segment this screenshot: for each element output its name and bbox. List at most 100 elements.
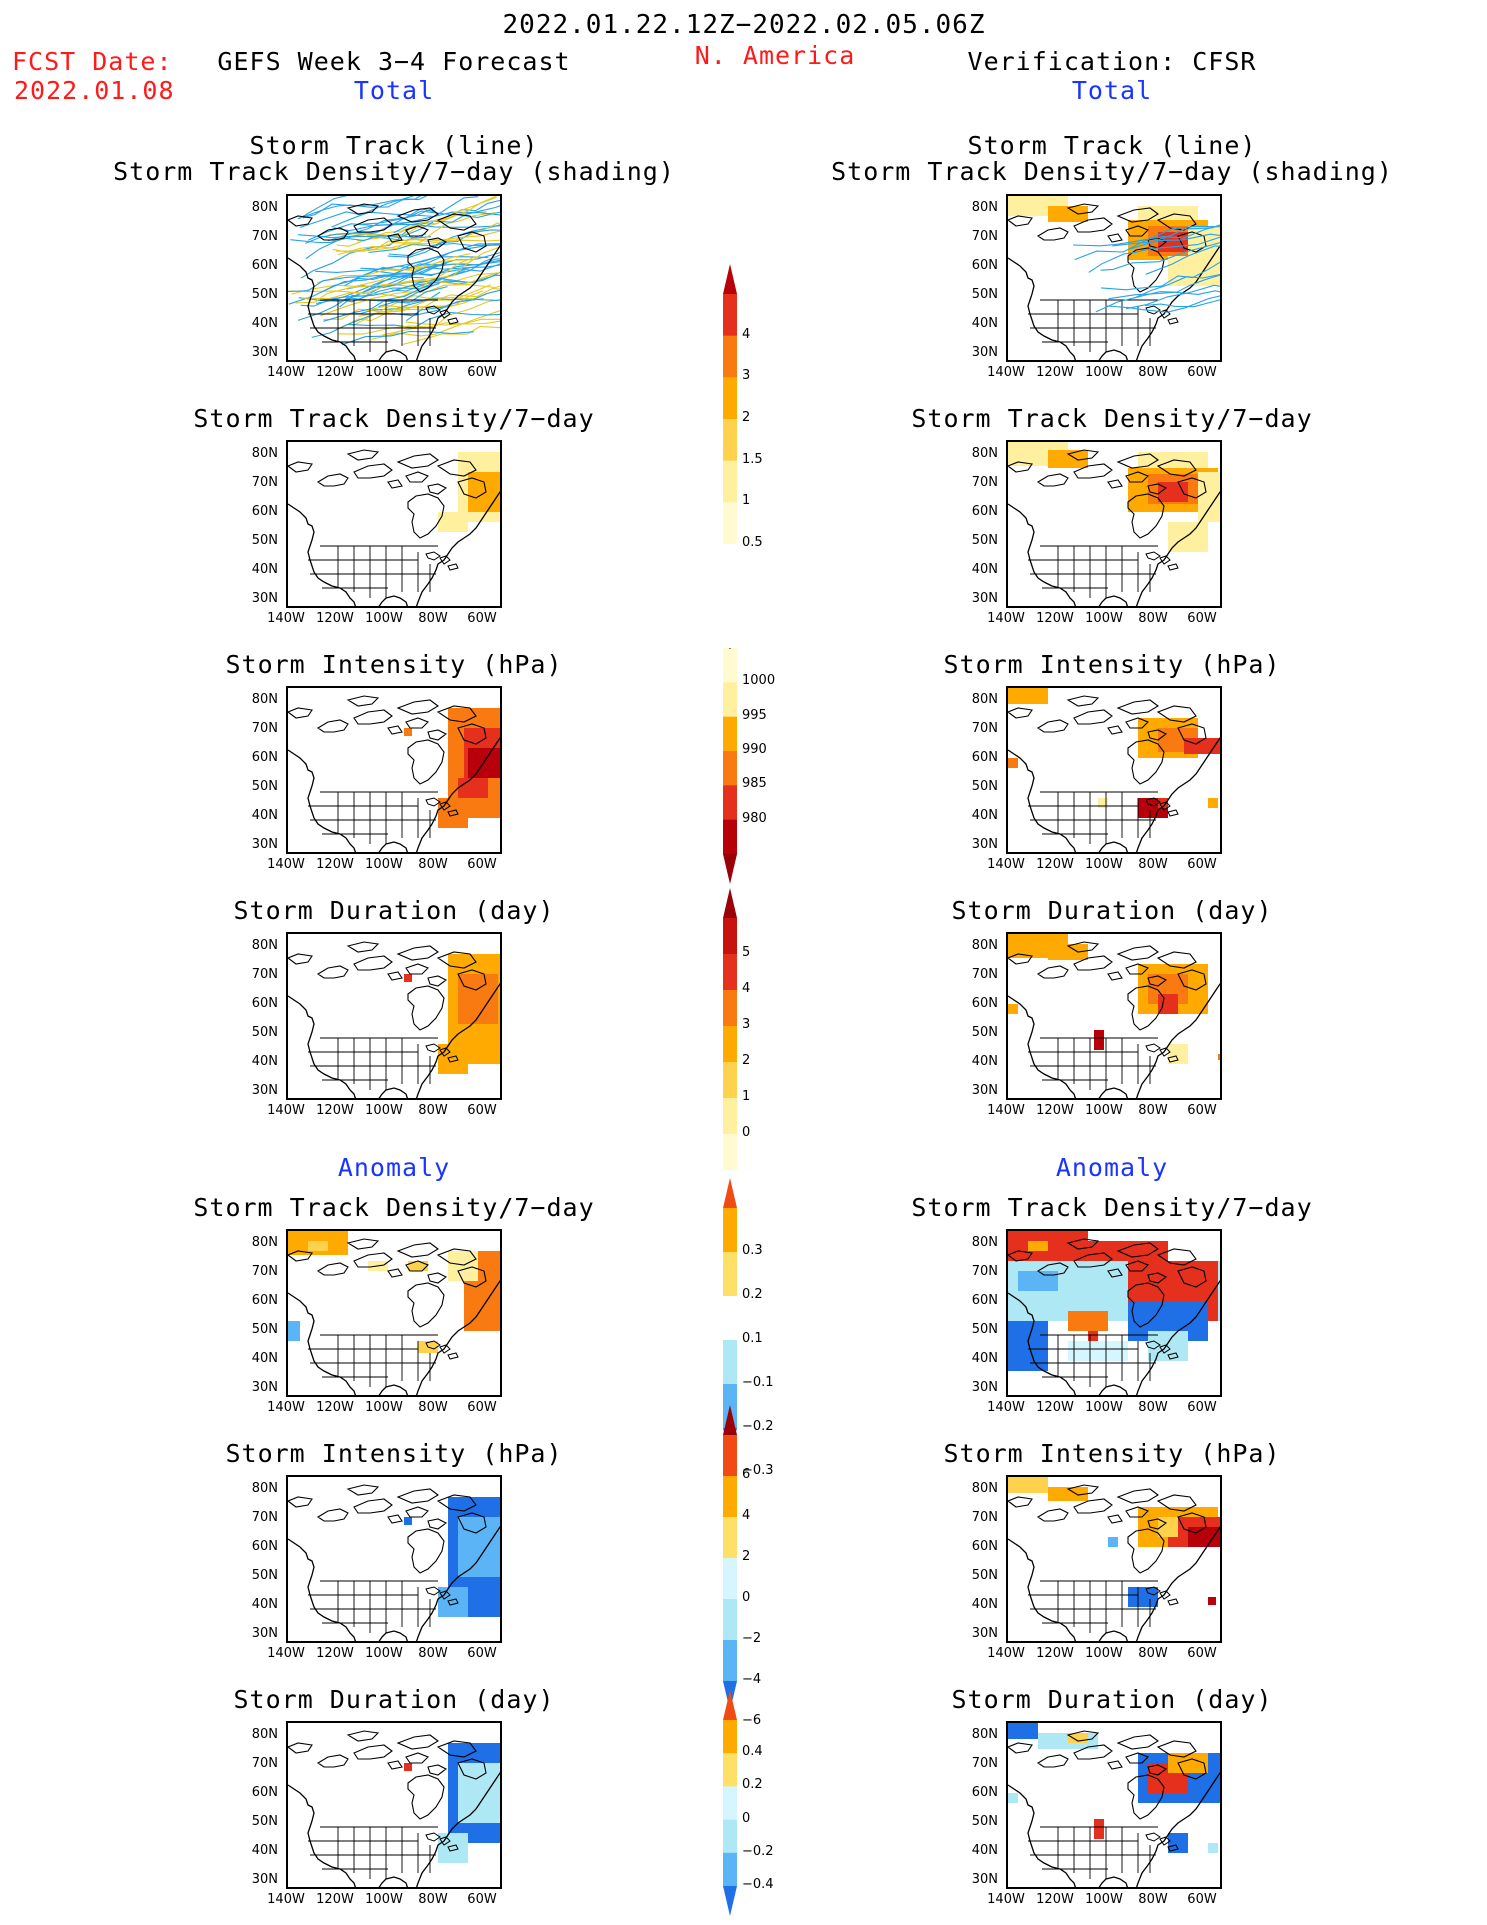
lon-label: 100W bbox=[1085, 857, 1123, 872]
lat-label: 50N bbox=[971, 1025, 998, 1040]
lat-label: 60N bbox=[251, 996, 278, 1011]
lat-label: 50N bbox=[971, 1322, 998, 1337]
lon-label: 120W bbox=[316, 1646, 354, 1661]
lat-label: 70N bbox=[971, 1756, 998, 1771]
lat-label: 30N bbox=[971, 1872, 998, 1887]
lon-label: 80W bbox=[418, 611, 448, 626]
fc-density-anom-map: 80N 70N 60N 50N 40N 30N 140W 120W 100W 80W 60W bbox=[242, 1229, 502, 1424]
lon-label: 80W bbox=[1138, 1103, 1168, 1118]
ver-duration-anom-title: Storm Duration (day) bbox=[951, 1685, 1273, 1714]
fcst-date-value: 2022.01.08 bbox=[14, 76, 175, 105]
lat-label: 70N bbox=[251, 967, 278, 982]
ver-intensity-map: 80N 70N 60N 50N 40N 30N 140W 120W 100W 80W 60W bbox=[962, 686, 1222, 881]
colorbar-label: −0.4 bbox=[742, 1877, 774, 1892]
lon-label: 60W bbox=[1187, 1400, 1217, 1415]
lat-label: 60N bbox=[251, 1293, 278, 1308]
lon-label: 140W bbox=[987, 1646, 1025, 1661]
lat-label: 70N bbox=[971, 1510, 998, 1525]
lon-label: 100W bbox=[1085, 1400, 1123, 1415]
colorbar-label: 0.5 bbox=[742, 535, 763, 550]
lat-label: 30N bbox=[251, 345, 278, 360]
ver-density-title: Storm Track Density/7−day bbox=[911, 404, 1313, 433]
lon-label: 100W bbox=[1085, 1103, 1123, 1118]
colorbar-label: 980 bbox=[742, 810, 767, 826]
lat-label: 50N bbox=[251, 1568, 278, 1583]
lon-label: 100W bbox=[1085, 365, 1123, 380]
fc-track-title: Storm Track (line) Storm Track Density/7−… bbox=[113, 131, 675, 186]
lon-label: 60W bbox=[467, 1646, 497, 1661]
lat-label: 60N bbox=[971, 1293, 998, 1308]
lon-label: 80W bbox=[1138, 857, 1168, 872]
fc-duration-anom-title: Storm Duration (day) bbox=[233, 1685, 555, 1714]
colorbar-label: −4 bbox=[742, 1672, 762, 1687]
fcst-date-label: FCST Date: bbox=[12, 47, 173, 76]
region-title: N. America bbox=[694, 41, 856, 70]
fc-intensity-map: 80N 70N 60N 50N 40N 30N 140W 120W 100W 80W 60W bbox=[242, 686, 502, 881]
ver-duration-map: 80N 70N 60N 50N 40N 30N 140W 120W 100W 80W 60W bbox=[962, 932, 1222, 1127]
fc-duration-title: Storm Duration (day) bbox=[233, 896, 555, 925]
lon-label: 80W bbox=[418, 1400, 448, 1415]
lat-label: 80N bbox=[971, 1235, 998, 1250]
lon-label: 80W bbox=[1138, 1892, 1168, 1907]
lat-label: 80N bbox=[251, 1727, 278, 1742]
lat-label: 30N bbox=[971, 837, 998, 852]
lat-label: 30N bbox=[251, 837, 278, 852]
lon-label: 140W bbox=[987, 857, 1025, 872]
lat-label: 50N bbox=[251, 1025, 278, 1040]
lat-label: 40N bbox=[251, 1054, 278, 1069]
colorbar-label: 985 bbox=[742, 776, 767, 792]
lon-label: 80W bbox=[1138, 365, 1168, 380]
colorbar-label: −0.2 bbox=[742, 1843, 774, 1859]
lat-label: 80N bbox=[251, 1481, 278, 1496]
lat-label: 80N bbox=[971, 1481, 998, 1496]
lon-label: 80W bbox=[418, 365, 448, 380]
lat-label: 70N bbox=[251, 229, 278, 244]
lon-label: 60W bbox=[467, 611, 497, 626]
fc-track-map: 80N 70N 60N 50N 40N 30N 140W 120W 100W 80W 60W bbox=[242, 194, 502, 389]
lon-label: 80W bbox=[1138, 1646, 1168, 1661]
forecast-anomaly-label: Anomaly bbox=[337, 1153, 451, 1182]
colorbar-label: 0.2 bbox=[742, 1777, 763, 1793]
lat-label: 60N bbox=[251, 1785, 278, 1800]
lat-label: 70N bbox=[971, 229, 998, 244]
colorbar-label: 6 bbox=[742, 1467, 751, 1482]
lon-label: 140W bbox=[987, 365, 1025, 380]
colorbar-label: 990 bbox=[742, 742, 767, 757]
colorbar-label: 5 bbox=[742, 945, 751, 960]
colorbar-label: 1000 bbox=[742, 673, 776, 689]
lon-label: 100W bbox=[365, 1400, 403, 1415]
lon-label: 60W bbox=[1187, 857, 1217, 872]
lon-label: 100W bbox=[365, 1646, 403, 1661]
lat-label: 70N bbox=[251, 1510, 278, 1525]
lat-label: 70N bbox=[251, 721, 278, 736]
lat-label: 50N bbox=[971, 1814, 998, 1829]
lon-label: 120W bbox=[1036, 1892, 1074, 1907]
ver-density-anom-title: Storm Track Density/7−day bbox=[911, 1193, 1313, 1222]
lat-label: 70N bbox=[251, 1264, 278, 1279]
colorbar-label: −2 bbox=[742, 1631, 762, 1646]
colorbar-label: 4 bbox=[742, 1508, 751, 1523]
verification-anomaly-label: Anomaly bbox=[1055, 1153, 1169, 1182]
ver-track-map: 80N 70N 60N 50N 40N 30N 140W 120W 100W 80W 60W bbox=[962, 194, 1222, 389]
lat-label: 80N bbox=[251, 938, 278, 953]
ver-duration-title: Storm Duration (day) bbox=[951, 896, 1273, 925]
lat-label: 60N bbox=[251, 750, 278, 765]
verification-title: Verification: CFSR bbox=[967, 47, 1257, 76]
lon-label: 140W bbox=[267, 1103, 305, 1118]
lon-label: 60W bbox=[467, 857, 497, 872]
colorbar-label: 0.2 bbox=[742, 1287, 763, 1302]
colorbar-label: 0 bbox=[742, 1125, 751, 1140]
lat-label: 30N bbox=[971, 1380, 998, 1395]
lat-label: 50N bbox=[251, 287, 278, 302]
lon-label: 100W bbox=[1085, 611, 1123, 626]
lat-label: 50N bbox=[251, 1814, 278, 1829]
ver-intensity-anom-title: Storm Intensity (hPa) bbox=[943, 1439, 1281, 1468]
lat-label: 30N bbox=[971, 591, 998, 606]
lat-label: 40N bbox=[971, 1054, 998, 1069]
colorbar-label: 0.1 bbox=[742, 1331, 763, 1346]
lon-label: 60W bbox=[467, 1103, 497, 1118]
lat-label: 60N bbox=[251, 504, 278, 519]
ver-density-anom-map: 80N 70N 60N 50N 40N 30N 140W 120W 100W 80W 60W bbox=[962, 1229, 1222, 1424]
lon-label: 60W bbox=[1187, 1646, 1217, 1661]
lat-label: 40N bbox=[971, 1843, 998, 1858]
